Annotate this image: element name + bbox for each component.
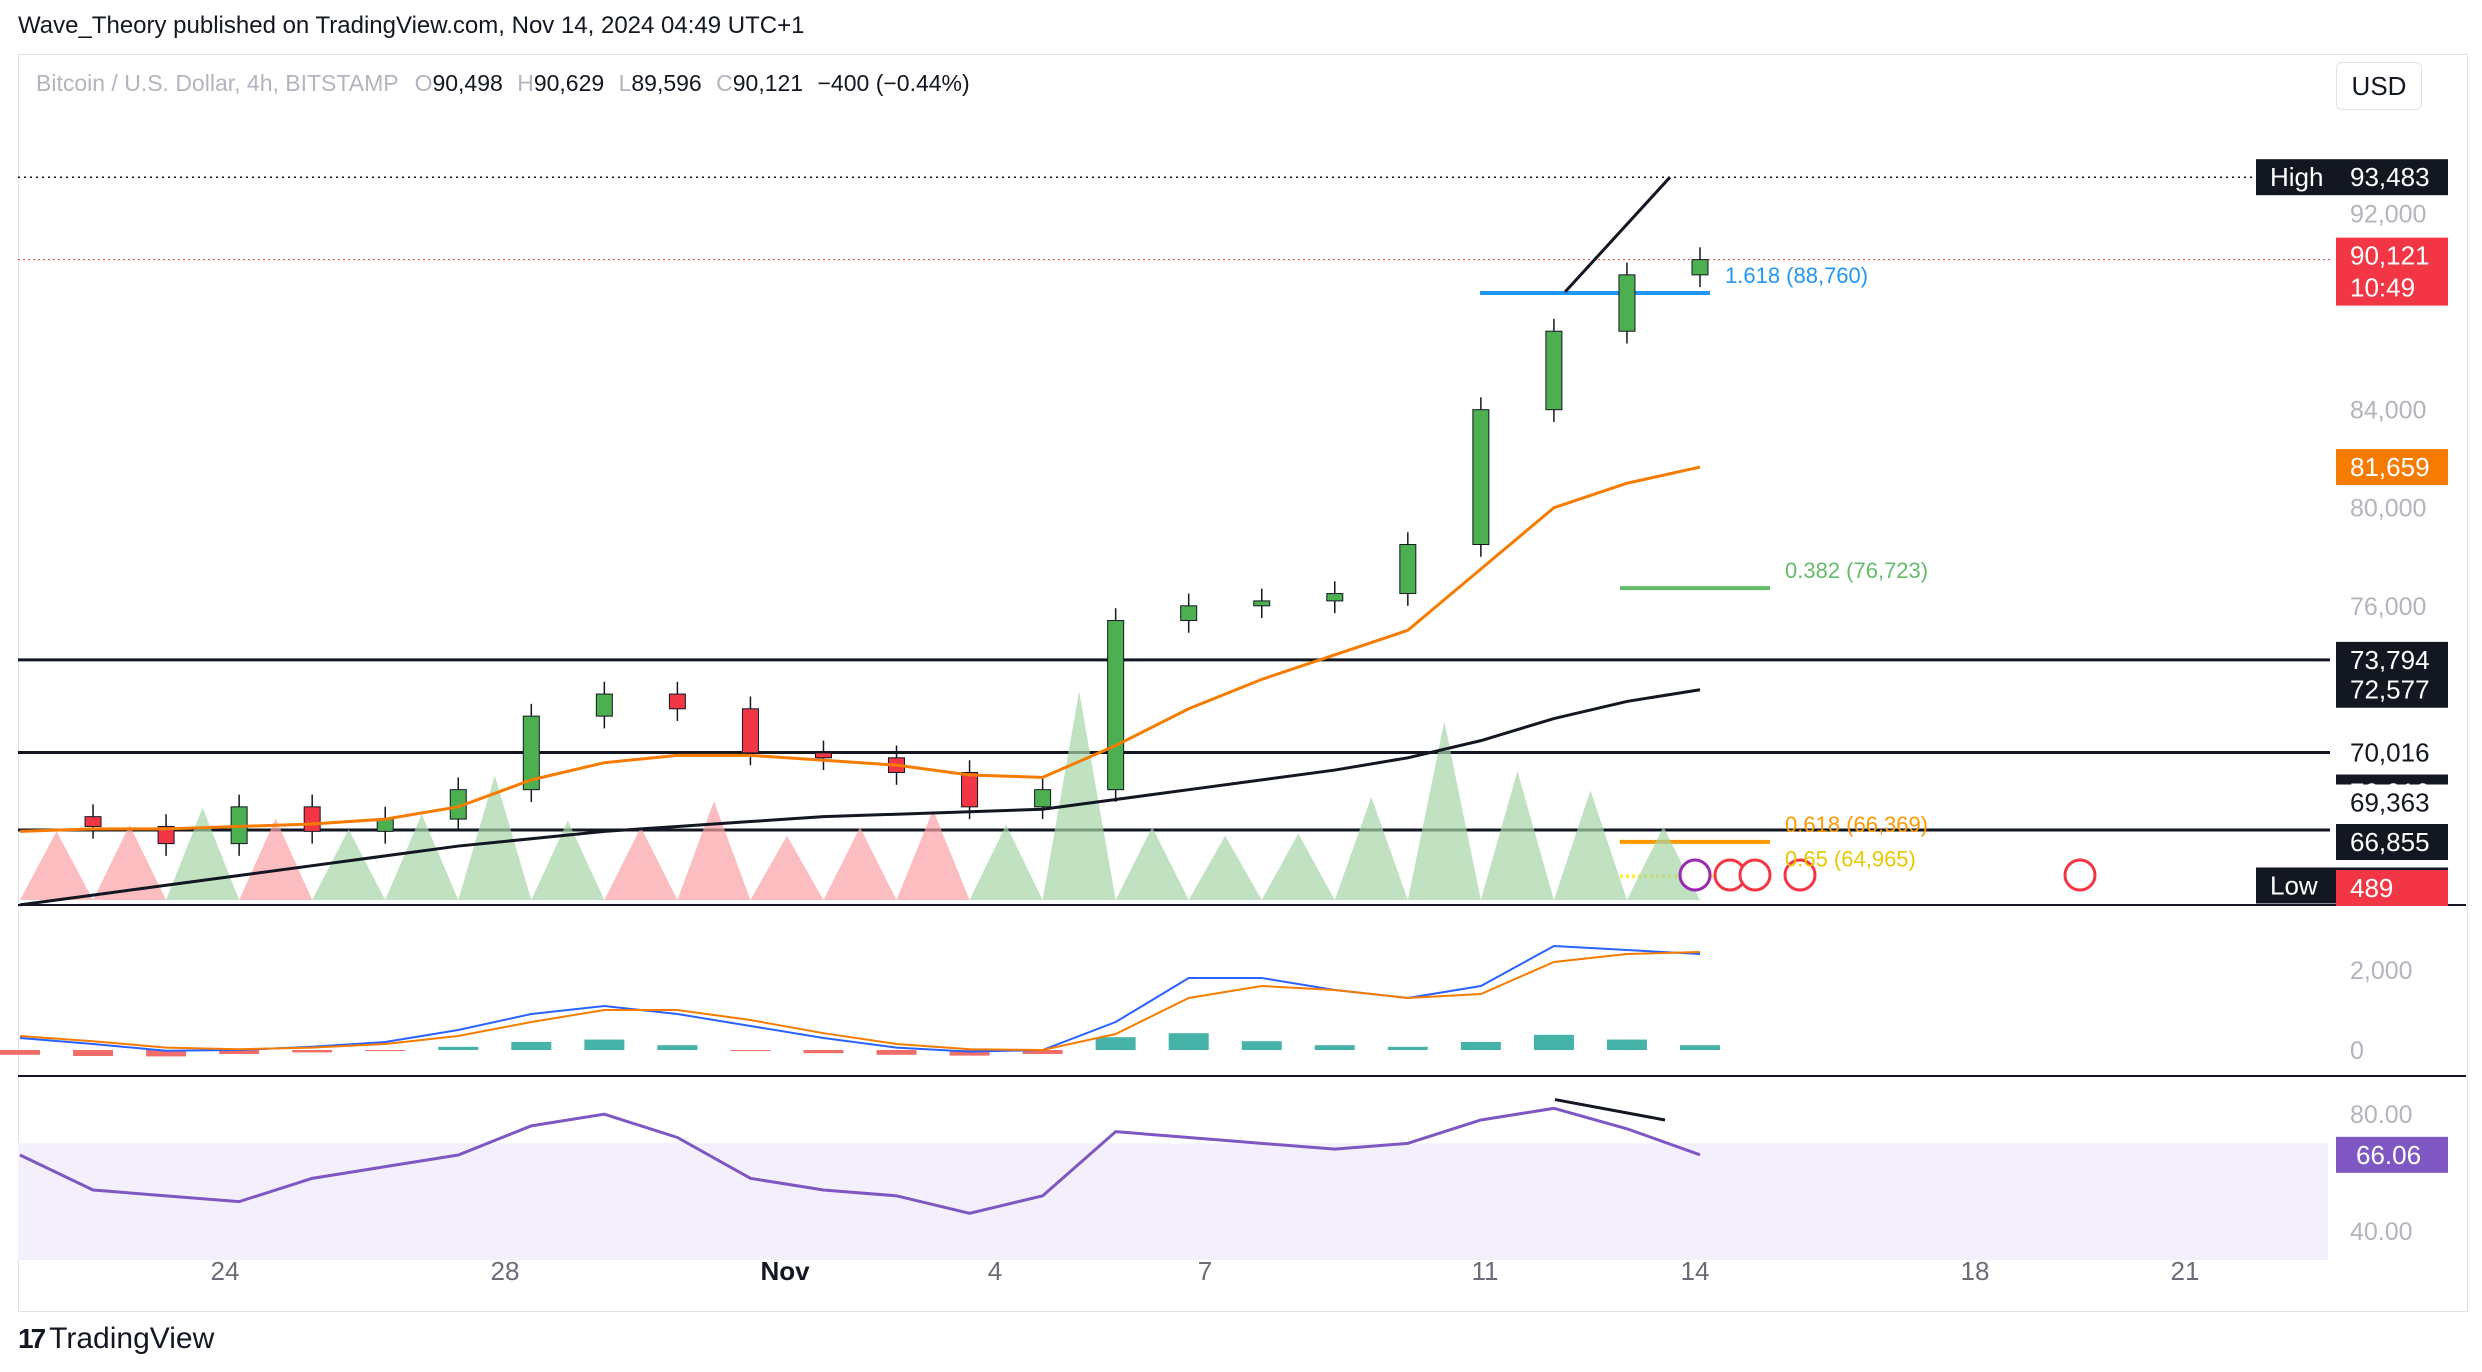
footer-brand[interactable]: 17 TradingView: [18, 1322, 214, 1356]
high-value: 90,629: [533, 70, 605, 96]
brand-name: TradingView: [49, 1322, 215, 1355]
close-label: C: [716, 70, 733, 96]
tradingview-logo-icon: 17: [18, 1323, 46, 1354]
open-value: 90,498: [432, 70, 503, 96]
change-value: −400 (−0.44%): [817, 70, 970, 96]
open-label: O: [414, 70, 433, 96]
currency-button[interactable]: USD: [2336, 62, 2422, 110]
publish-header: Wave_Theory published on TradingView.com…: [18, 12, 805, 39]
symbol-legend: Bitcoin / U.S. Dollar, 4h, BITSTAMP O90,…: [36, 70, 970, 97]
low-label: L: [618, 70, 632, 96]
chart-frame[interactable]: [18, 54, 2468, 1312]
high-label: H: [517, 70, 534, 96]
low-value: 89,596: [631, 70, 702, 96]
symbol-name: Bitcoin / U.S. Dollar, 4h, BITSTAMP: [36, 70, 399, 96]
close-value: 90,121: [732, 70, 804, 96]
